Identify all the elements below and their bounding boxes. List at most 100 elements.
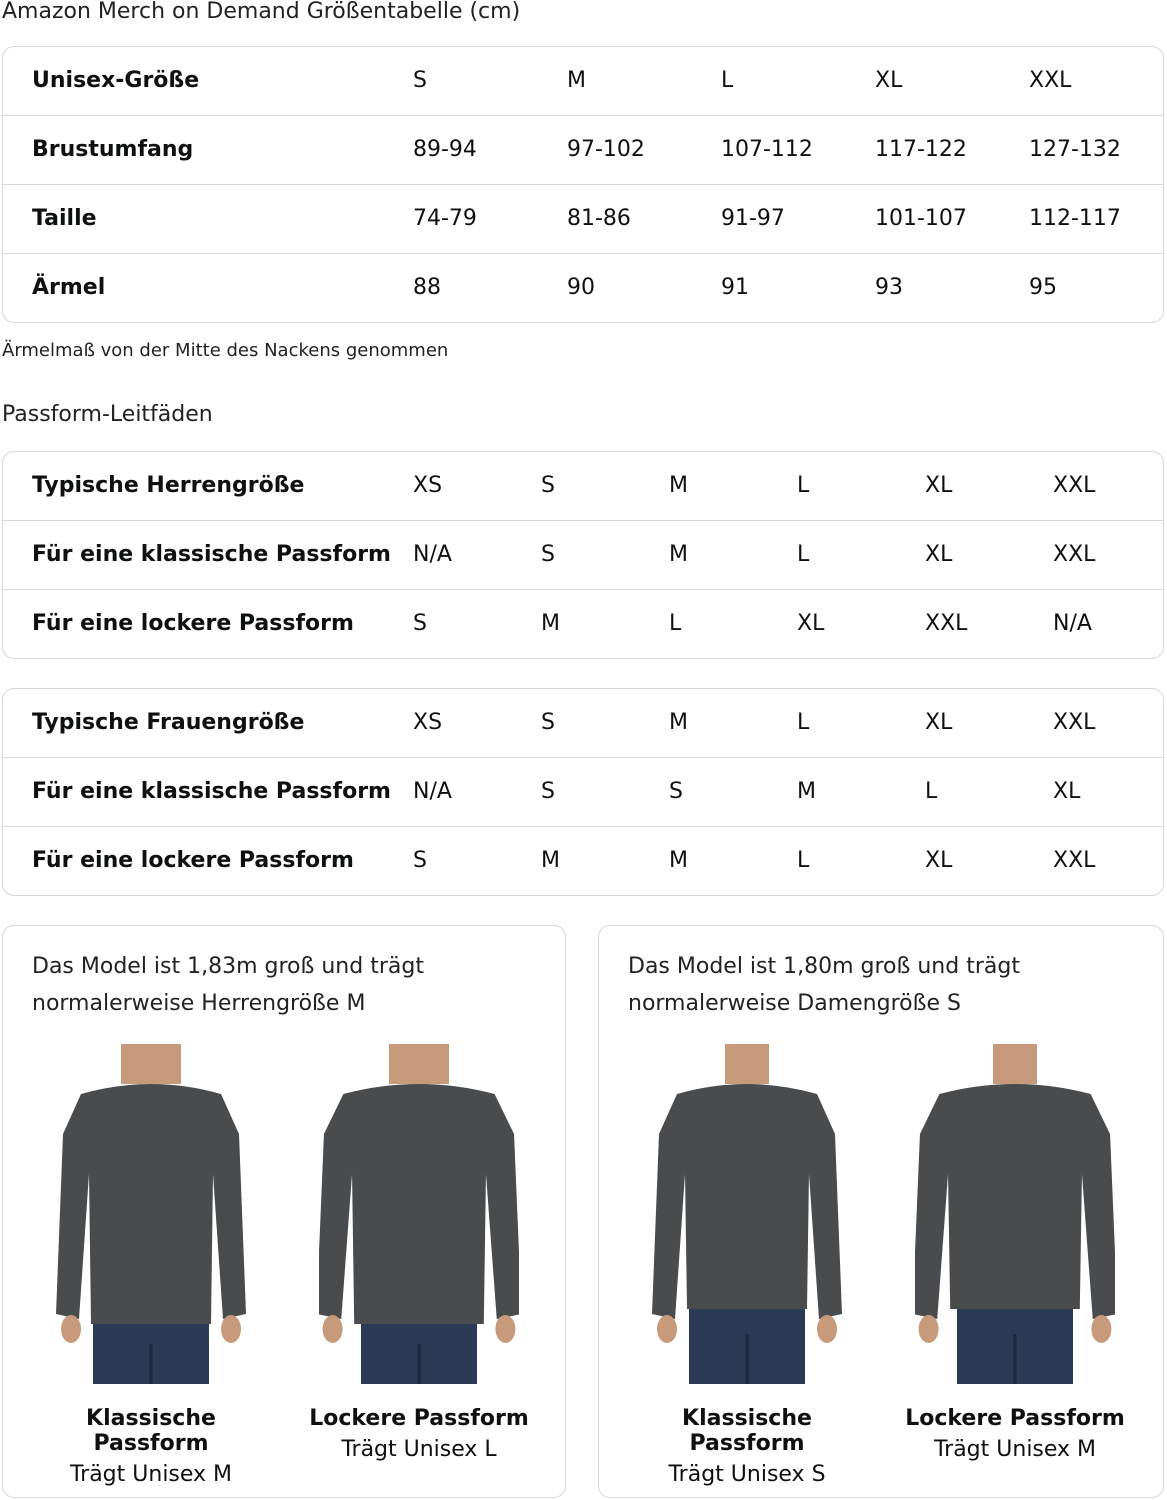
table-cell: S bbox=[541, 779, 555, 804]
row-label: Typische Frauengröße bbox=[32, 710, 305, 735]
model-photo bbox=[319, 1044, 519, 1384]
table-row: Für eine klassische Passform N/A S M L XL XXL bbox=[3, 520, 1163, 589]
table-cell: XL bbox=[925, 848, 953, 873]
model-description: Das Model ist 1,80m groß und trägt norma… bbox=[628, 954, 1020, 1016]
table-cell: 88 bbox=[413, 275, 441, 300]
table-cell: L bbox=[797, 848, 810, 873]
table-cell: L bbox=[721, 68, 734, 93]
table-cell: S bbox=[669, 779, 683, 804]
model-description: Das Model ist 1,83m groß und trägt norma… bbox=[32, 954, 424, 1016]
table-cell: XXL bbox=[1053, 542, 1096, 567]
fit-label: Klassische Passform bbox=[86, 1406, 216, 1456]
table-cell: N/A bbox=[413, 779, 452, 804]
fit-label: Lockere Passform bbox=[309, 1406, 529, 1431]
table-cell: L bbox=[925, 779, 938, 804]
page-title: Amazon Merch on Demand Größentabelle (cm… bbox=[2, 0, 521, 24]
table-cell: S bbox=[541, 710, 555, 735]
men-fit-table: Typische Herrengröße XS S M L XL XXL Für eine k… bbox=[2, 451, 1164, 659]
fit-label: Lockere Passform bbox=[905, 1406, 1125, 1431]
table-cell: 91 bbox=[721, 275, 749, 300]
table-row: Für eine lockere Passform S M M L XL XXL bbox=[3, 826, 1163, 895]
table-cell: XS bbox=[413, 710, 443, 735]
model-photo bbox=[915, 1044, 1115, 1384]
table-cell: XXL bbox=[1053, 848, 1096, 873]
table-cell: 91-97 bbox=[721, 206, 785, 231]
table-cell: 112-117 bbox=[1029, 206, 1121, 231]
table-cell: M bbox=[669, 473, 688, 498]
table-cell: 81-86 bbox=[567, 206, 631, 231]
table-cell: XL bbox=[797, 611, 825, 636]
table-cell: M bbox=[797, 779, 816, 804]
table-row: Für eine lockere Passform S M L XL XXL N/A bbox=[3, 589, 1163, 658]
table-cell: S bbox=[413, 68, 427, 93]
table-row: Typische Herrengröße XS S M L XL XXL bbox=[3, 452, 1163, 520]
table-cell: XL bbox=[925, 710, 953, 735]
table-cell: M bbox=[567, 68, 586, 93]
table-cell: M bbox=[541, 611, 560, 636]
table-cell: 90 bbox=[567, 275, 595, 300]
table-cell: M bbox=[669, 848, 688, 873]
model-figure: Lockere Passform Trägt Unisex L bbox=[294, 1044, 544, 1462]
table-cell: XXL bbox=[925, 611, 968, 636]
size-worn-label: Trägt Unisex M bbox=[933, 1437, 1097, 1462]
row-label: Typische Herrengröße bbox=[32, 473, 305, 498]
row-label: Ärmel bbox=[32, 275, 106, 300]
row-label: Brustumfang bbox=[32, 137, 194, 162]
table-cell: L bbox=[797, 542, 810, 567]
table-cell: XS bbox=[413, 473, 443, 498]
table-cell: S bbox=[413, 611, 427, 636]
table-row: Ärmel 88 90 91 93 95 bbox=[3, 253, 1163, 322]
model-figure: Klassische Passform Trägt Unisex S bbox=[622, 1044, 872, 1487]
table-cell: L bbox=[797, 710, 810, 735]
table-cell: M bbox=[669, 542, 688, 567]
model-photo bbox=[652, 1044, 842, 1384]
row-label: Für eine lockere Passform bbox=[32, 611, 354, 636]
model-photo bbox=[56, 1044, 246, 1384]
unisex-size-table: Unisex-Größe S M L XL XXL Brustumfang 89-94 97-1… bbox=[2, 46, 1164, 323]
table-cell: L bbox=[669, 611, 682, 636]
table-cell: XL bbox=[875, 68, 903, 93]
row-label: Für eine klassische Passform bbox=[32, 542, 391, 567]
model-figure: Klassische Passform Trägt Unisex M bbox=[26, 1044, 276, 1487]
table-cell: 89-94 bbox=[413, 137, 477, 162]
table-row: Für eine klassische Passform N/A S S M L XL bbox=[3, 757, 1163, 826]
fit-label: Klassische Passform bbox=[682, 1406, 812, 1456]
women-model-card: Das Model ist 1,80m groß und trägt norma… bbox=[598, 925, 1164, 1498]
table-cell: S bbox=[541, 542, 555, 567]
table-cell: 74-79 bbox=[413, 206, 477, 231]
table-row: Brustumfang 89-94 97-102 107-112 117-122 127-… bbox=[3, 115, 1163, 184]
men-model-card: Das Model ist 1,83m groß und trägt norma… bbox=[2, 925, 566, 1498]
row-label: Für eine klassische Passform bbox=[32, 779, 391, 804]
table-cell: XL bbox=[925, 542, 953, 567]
table-cell: 95 bbox=[1029, 275, 1057, 300]
sleeve-note: Ärmelmaß von der Mitte des Nackens genom… bbox=[2, 340, 449, 361]
table-cell: XXL bbox=[1029, 68, 1072, 93]
size-worn-label: Trägt Unisex S bbox=[668, 1462, 826, 1487]
table-cell: XL bbox=[1053, 779, 1081, 804]
table-cell: 101-107 bbox=[875, 206, 967, 231]
table-row: Taille 74-79 81-86 91-97 101-107 112-117 bbox=[3, 184, 1163, 253]
table-cell: 107-112 bbox=[721, 137, 813, 162]
table-row: Unisex-Größe S M L XL XXL bbox=[3, 47, 1163, 115]
table-cell: L bbox=[797, 473, 810, 498]
table-cell: XXL bbox=[1053, 710, 1096, 735]
table-cell: 93 bbox=[875, 275, 903, 300]
table-cell: N/A bbox=[1053, 611, 1092, 636]
table-cell: M bbox=[541, 848, 560, 873]
table-cell: S bbox=[413, 848, 427, 873]
size-worn-label: Trägt Unisex L bbox=[341, 1437, 497, 1462]
table-cell: M bbox=[669, 710, 688, 735]
table-cell: 127-132 bbox=[1029, 137, 1121, 162]
table-cell: XL bbox=[925, 473, 953, 498]
row-label: Für eine lockere Passform bbox=[32, 848, 354, 873]
row-label: Taille bbox=[32, 206, 97, 231]
fit-guide-heading: Passform-Leitfäden bbox=[2, 402, 213, 427]
table-cell: N/A bbox=[413, 542, 452, 567]
table-cell: XXL bbox=[1053, 473, 1096, 498]
table-row: Typische Frauengröße XS S M L XL XXL bbox=[3, 689, 1163, 757]
women-fit-table: Typische Frauengröße XS S M L XL XXL Für eine k… bbox=[2, 688, 1164, 896]
model-figure: Lockere Passform Trägt Unisex M bbox=[890, 1044, 1140, 1462]
table-cell: S bbox=[541, 473, 555, 498]
row-label: Unisex-Größe bbox=[32, 68, 200, 93]
table-cell: 97-102 bbox=[567, 137, 645, 162]
